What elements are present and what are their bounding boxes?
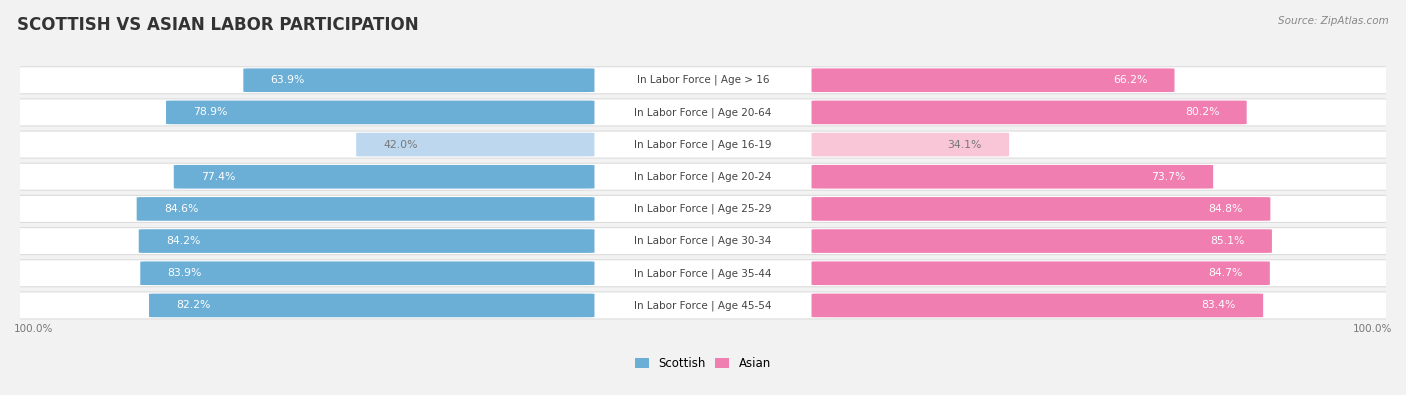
Text: In Labor Force | Age 25-29: In Labor Force | Age 25-29 [634,204,772,214]
Text: In Labor Force | Age 45-54: In Labor Force | Age 45-54 [634,300,772,311]
FancyBboxPatch shape [0,99,1406,126]
FancyBboxPatch shape [0,67,1406,94]
Text: 66.2%: 66.2% [1112,75,1147,85]
FancyBboxPatch shape [0,228,1406,255]
Text: In Labor Force | Age > 16: In Labor Force | Age > 16 [637,75,769,85]
FancyBboxPatch shape [811,197,1271,221]
Text: 73.7%: 73.7% [1152,172,1185,182]
FancyBboxPatch shape [356,133,595,156]
FancyBboxPatch shape [0,163,1406,190]
FancyBboxPatch shape [811,293,1263,317]
FancyBboxPatch shape [811,261,1270,285]
FancyBboxPatch shape [811,101,1247,124]
Text: In Labor Force | Age 20-64: In Labor Force | Age 20-64 [634,107,772,118]
Text: 100.0%: 100.0% [1353,324,1392,334]
FancyBboxPatch shape [811,229,1272,253]
Text: 83.4%: 83.4% [1202,301,1236,310]
Text: In Labor Force | Age 30-34: In Labor Force | Age 30-34 [634,236,772,246]
FancyBboxPatch shape [174,165,595,188]
Text: 63.9%: 63.9% [270,75,305,85]
Text: 84.7%: 84.7% [1208,268,1243,278]
FancyBboxPatch shape [811,68,1174,92]
FancyBboxPatch shape [0,196,1406,222]
FancyBboxPatch shape [139,229,595,253]
FancyBboxPatch shape [0,260,1406,287]
Text: 80.2%: 80.2% [1185,107,1219,117]
Text: 100.0%: 100.0% [14,324,53,334]
FancyBboxPatch shape [243,68,595,92]
Text: 85.1%: 85.1% [1211,236,1244,246]
Text: 84.8%: 84.8% [1209,204,1243,214]
Text: 42.0%: 42.0% [384,139,418,150]
FancyBboxPatch shape [136,197,595,221]
FancyBboxPatch shape [0,131,1406,158]
FancyBboxPatch shape [166,101,595,124]
Text: 78.9%: 78.9% [194,107,228,117]
Text: In Labor Force | Age 35-44: In Labor Force | Age 35-44 [634,268,772,278]
Text: Source: ZipAtlas.com: Source: ZipAtlas.com [1278,16,1389,26]
Text: 77.4%: 77.4% [201,172,235,182]
FancyBboxPatch shape [149,293,595,317]
Legend: Scottish, Asian: Scottish, Asian [630,353,776,375]
Text: 84.6%: 84.6% [165,204,198,214]
FancyBboxPatch shape [0,292,1406,319]
FancyBboxPatch shape [141,261,595,285]
FancyBboxPatch shape [811,133,1010,156]
Text: 34.1%: 34.1% [948,139,981,150]
Text: 84.2%: 84.2% [166,236,201,246]
Text: In Labor Force | Age 20-24: In Labor Force | Age 20-24 [634,171,772,182]
Text: SCOTTISH VS ASIAN LABOR PARTICIPATION: SCOTTISH VS ASIAN LABOR PARTICIPATION [17,16,419,34]
Text: 82.2%: 82.2% [176,301,211,310]
FancyBboxPatch shape [811,165,1213,188]
Text: In Labor Force | Age 16-19: In Labor Force | Age 16-19 [634,139,772,150]
Text: 83.9%: 83.9% [167,268,202,278]
